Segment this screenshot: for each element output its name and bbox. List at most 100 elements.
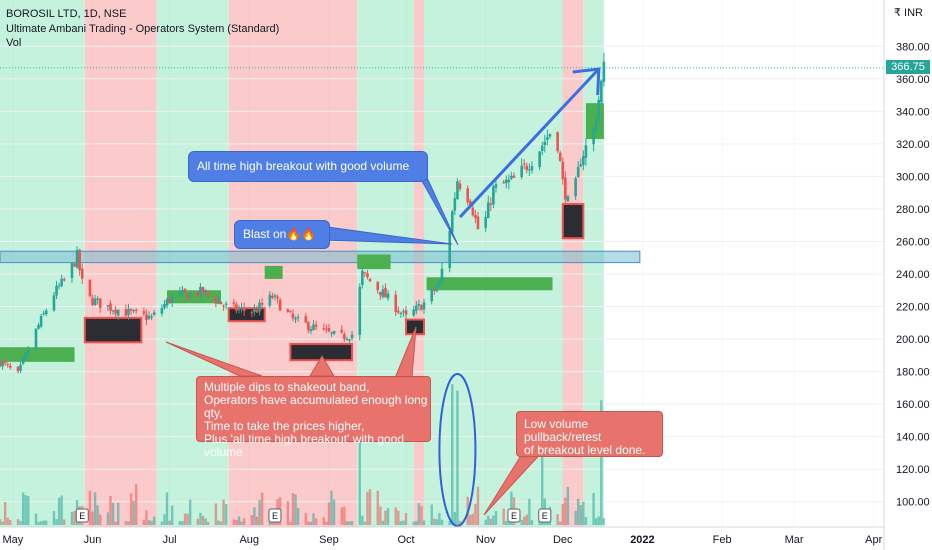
candle-body	[540, 145, 544, 151]
volume-bar	[327, 502, 331, 525]
candle-body	[70, 263, 74, 279]
trend-arrow-line	[458, 68, 600, 219]
volume-bar	[458, 520, 462, 525]
y-tick-label: 260.00	[896, 236, 930, 248]
candle-body	[8, 365, 12, 368]
candle	[438, 279, 441, 288]
candle	[201, 286, 205, 295]
volume-bar	[492, 515, 495, 525]
candle	[242, 302, 246, 316]
volume-bar	[296, 507, 300, 525]
candle	[57, 282, 61, 290]
candle	[450, 209, 454, 234]
volume-bar	[602, 518, 606, 525]
candle	[340, 325, 344, 334]
candle-body	[486, 202, 490, 218]
candle-body	[507, 179, 511, 183]
candle	[558, 150, 562, 162]
candle-body	[196, 292, 200, 297]
volume-bar	[528, 498, 531, 525]
trend-arrow-head	[572, 67, 601, 96]
volume-bar	[523, 516, 526, 525]
volume-bar	[224, 504, 228, 525]
candle	[440, 263, 444, 285]
volume-bar	[330, 490, 333, 525]
candle	[206, 290, 210, 299]
candle-body	[268, 294, 272, 306]
volume-bar	[525, 514, 529, 525]
candle	[486, 195, 490, 219]
volume-bar	[132, 500, 135, 525]
volume-bar	[73, 511, 76, 525]
candle-body	[291, 313, 295, 319]
candle-body	[502, 182, 505, 184]
candle	[522, 159, 526, 170]
y-tick-label: 320.00	[896, 139, 930, 151]
support-band	[0, 347, 75, 362]
candle-body	[448, 230, 452, 269]
regime-background	[84, 0, 157, 527]
candle	[37, 322, 40, 330]
volume-bar	[286, 501, 290, 525]
candle-body	[484, 217, 487, 228]
volume-bar	[60, 495, 63, 525]
candle-body	[325, 328, 328, 330]
candle	[106, 304, 110, 312]
candle-body	[558, 152, 562, 161]
earnings-marker: E	[268, 508, 282, 523]
candle	[75, 246, 79, 269]
candle-body	[24, 352, 27, 360]
x-tick-label: Dec	[553, 534, 573, 546]
candle	[96, 296, 99, 305]
candle-body	[399, 312, 403, 314]
candle	[170, 294, 174, 308]
candle-body	[600, 80, 603, 103]
candle	[504, 175, 508, 189]
candle	[540, 141, 544, 156]
candle-body	[510, 175, 513, 179]
candle	[327, 323, 331, 333]
candle	[435, 283, 439, 293]
x-tick-label: Oct	[397, 534, 414, 546]
volume-bar	[366, 491, 369, 525]
candle-body	[0, 360, 2, 367]
volume-bar	[145, 510, 148, 525]
candle	[525, 162, 529, 174]
candle-body	[304, 316, 308, 323]
x-tick-label: Jul	[163, 534, 177, 546]
volume-bar	[350, 521, 354, 525]
candle	[178, 286, 182, 298]
candle-body	[78, 249, 81, 271]
candle	[142, 307, 146, 317]
candle	[255, 305, 259, 313]
candle	[116, 309, 120, 321]
volume-bar	[255, 516, 259, 525]
candle	[127, 303, 130, 320]
candle	[384, 283, 387, 298]
candle	[422, 299, 426, 314]
volume-bar	[438, 513, 441, 525]
regime-background	[562, 0, 584, 527]
volume-label: Vol	[6, 37, 22, 49]
candle-body	[294, 317, 297, 320]
volume-bar	[520, 519, 523, 525]
candle-body	[309, 329, 313, 332]
regime-background	[413, 0, 425, 527]
volume-bar	[453, 511, 457, 525]
candle	[564, 171, 567, 205]
candle-body	[214, 296, 218, 304]
candle-body	[255, 310, 259, 313]
candle	[240, 302, 243, 313]
candle	[260, 298, 264, 308]
candle-body	[260, 302, 264, 305]
candle-body	[476, 216, 480, 229]
volume-bar	[52, 511, 56, 525]
candle-body	[44, 310, 48, 314]
currency-label: ₹ INR	[894, 7, 923, 19]
volume-bar	[412, 521, 415, 525]
candle	[602, 52, 606, 87]
candle	[358, 283, 362, 341]
volume-bar	[219, 521, 223, 525]
volume-bar	[597, 516, 600, 525]
